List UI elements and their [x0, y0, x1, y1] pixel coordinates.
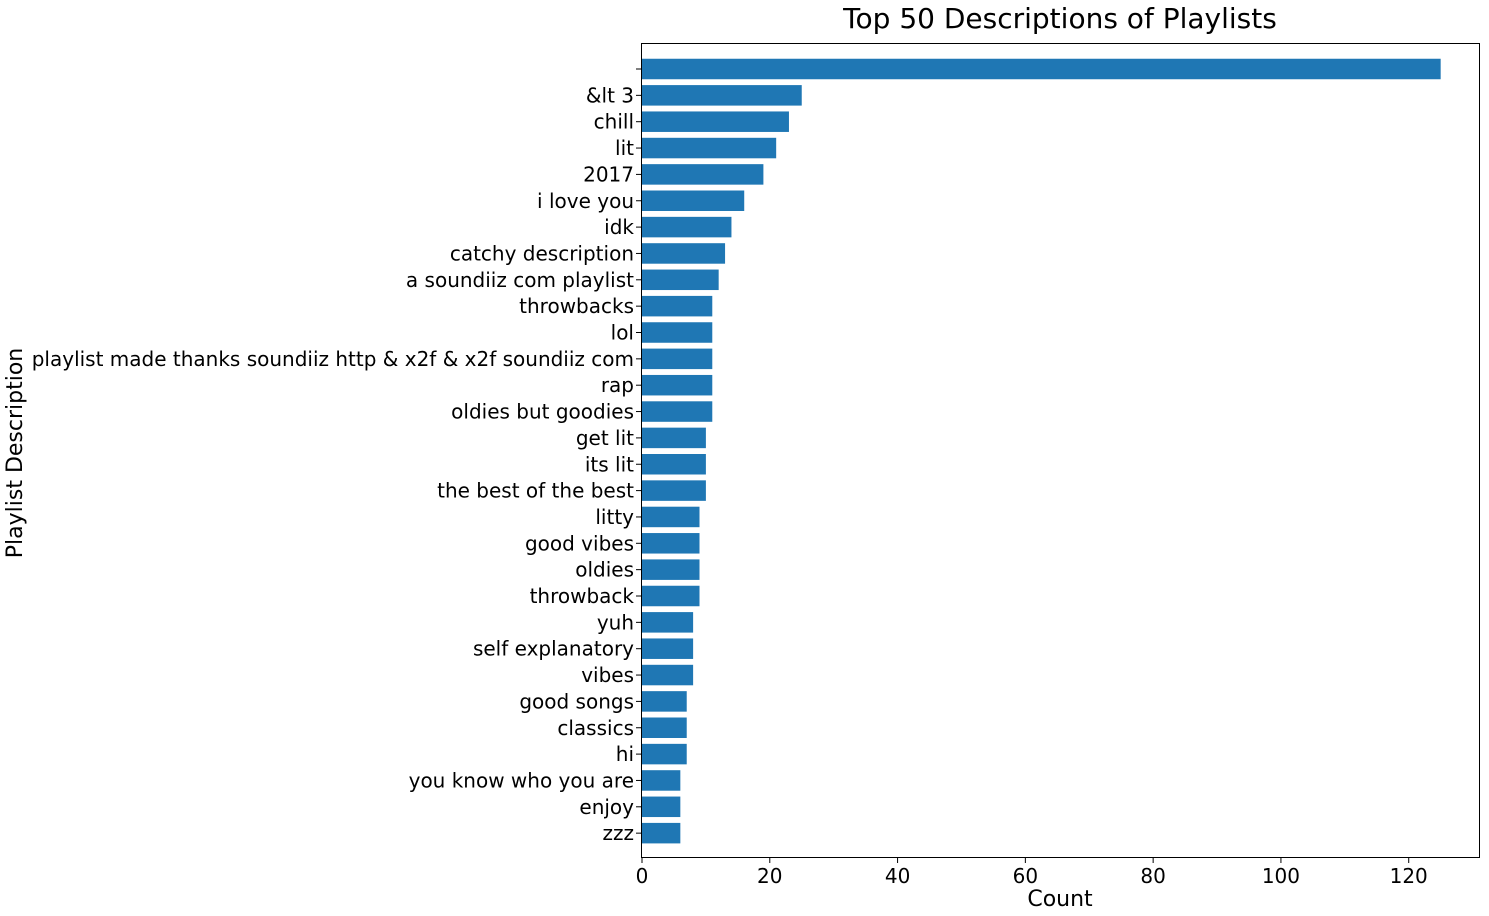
- bar: [642, 717, 687, 738]
- bar: [642, 85, 802, 106]
- y-tick-label: rap: [601, 373, 634, 397]
- plot-frame: [641, 43, 1480, 858]
- bar: [642, 612, 694, 633]
- bar: [642, 111, 789, 132]
- y-tick-label: playlist made thanks soundiiz http & x2f…: [32, 347, 634, 371]
- bar: [642, 822, 681, 844]
- bar: [642, 559, 700, 580]
- bar: [642, 295, 713, 317]
- bars-group: [642, 58, 1441, 844]
- y-tick-label: its lit: [585, 452, 634, 476]
- bar: [642, 269, 719, 291]
- x-axis-label: Count: [1027, 887, 1093, 912]
- bar: [642, 137, 777, 159]
- bar: [642, 585, 700, 607]
- y-tick-label: oldies: [575, 558, 634, 582]
- bar: [642, 638, 694, 659]
- y-tick-label: 2017: [583, 162, 634, 186]
- y-tick-label: enjoy: [579, 795, 634, 819]
- bar: [642, 216, 732, 238]
- y-tick-label: throwback: [530, 584, 635, 608]
- y-tick-label: get lit: [576, 426, 634, 450]
- x-tick-label: 20: [757, 864, 782, 888]
- y-axis-label: Playlist Description: [3, 348, 28, 558]
- bar: [642, 743, 687, 765]
- bar: [642, 58, 1441, 80]
- y-tick-label: self explanatory: [473, 637, 634, 661]
- x-tick-label: 0: [636, 864, 649, 888]
- y-tick-label: &lt 3: [586, 83, 634, 107]
- y-tick-label: hi: [616, 742, 634, 766]
- y-tick-label: the best of the best: [437, 479, 634, 503]
- x-axis-ticks: 0 20 40 60 80 100 120: [636, 857, 1428, 888]
- y-tick-label: i love you: [537, 189, 634, 213]
- y-tick-label: good vibes: [525, 531, 634, 555]
- x-tick-label: 100: [1262, 864, 1300, 888]
- bar: [642, 664, 694, 686]
- bar: [642, 374, 713, 396]
- bar: [642, 243, 726, 264]
- bar: [642, 533, 700, 554]
- bar: [642, 427, 706, 449]
- bar: [642, 480, 706, 501]
- bar: [642, 796, 681, 818]
- y-tick-label: chill: [594, 110, 634, 134]
- y-tick-label: catchy description: [450, 241, 634, 265]
- y-tick-label: a soundiiz com playlist: [406, 268, 634, 292]
- bar: [642, 506, 700, 528]
- bar: [642, 164, 764, 185]
- bar: [642, 322, 713, 343]
- y-tick-label: idk: [604, 215, 634, 239]
- y-tick-label: lit: [615, 136, 634, 160]
- y-tick-label: classics: [557, 716, 634, 740]
- y-tick-label: lol: [611, 321, 634, 345]
- bar: [642, 454, 706, 475]
- y-tick-label: throwbacks: [519, 294, 634, 318]
- y-tick-label: good songs: [519, 689, 634, 713]
- bar: [642, 770, 681, 791]
- x-tick-label: 60: [1013, 864, 1038, 888]
- x-tick-label: 80: [1140, 864, 1165, 888]
- y-tick-label: you know who you are: [409, 768, 634, 792]
- bar: [642, 190, 745, 211]
- bar: [642, 348, 713, 370]
- x-tick-label: 120: [1390, 864, 1428, 888]
- x-tick-label: 40: [885, 864, 910, 888]
- y-tick-label: vibes: [581, 663, 634, 687]
- y-tick-label: yuh: [597, 610, 634, 634]
- bar: [642, 691, 687, 712]
- chart-title: Top 50 Descriptions of Playlists: [842, 2, 1277, 35]
- y-tick-label: zzz: [603, 821, 635, 845]
- y-tick-label: oldies but goodies: [451, 400, 634, 424]
- bar: [642, 401, 713, 422]
- y-tick-label: litty: [595, 505, 634, 529]
